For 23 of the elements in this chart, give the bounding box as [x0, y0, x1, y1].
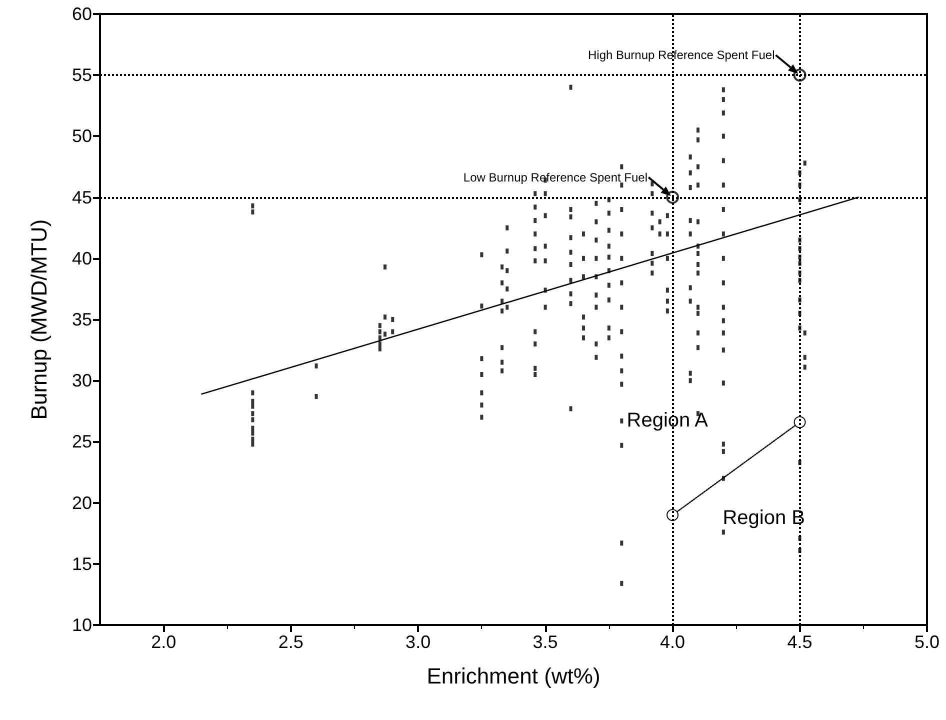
- x-tick-label: 2.5: [278, 632, 304, 652]
- y-tick-label: 25: [72, 432, 92, 452]
- y-axis-title: Burnup (MWD/MTU): [26, 219, 52, 420]
- x-tick-label: 2.0: [151, 632, 176, 652]
- annotation: Low Burnup Reference Spent Fuel: [463, 170, 648, 184]
- x-tick-label: 3.0: [406, 632, 431, 652]
- y-tick-label: 20: [72, 492, 92, 513]
- y-tick-label: 30: [72, 370, 92, 391]
- y-tick-label: 10: [72, 615, 92, 635]
- y-tick-label: 15: [72, 554, 92, 574]
- y-tick-label: 35: [72, 310, 92, 330]
- y-tick-label: 45: [72, 187, 92, 208]
- x-axis-title: Enrichment (wt%): [426, 664, 600, 688]
- x-tick-label: 3.5: [532, 632, 558, 652]
- y-tick-label: 55: [72, 65, 92, 86]
- x-tick-label: 4.5: [787, 632, 812, 652]
- annotation: Region A: [626, 409, 709, 432]
- y-tick-label: 40: [72, 248, 92, 268]
- y-tick-label: 60: [72, 4, 92, 24]
- x-tick-label: 5.0: [914, 632, 940, 652]
- x-tick-label: 4.0: [660, 632, 686, 652]
- y-tick-label: 50: [72, 126, 92, 146]
- annotation: High Burnup Reference Spent Fuel: [588, 48, 775, 62]
